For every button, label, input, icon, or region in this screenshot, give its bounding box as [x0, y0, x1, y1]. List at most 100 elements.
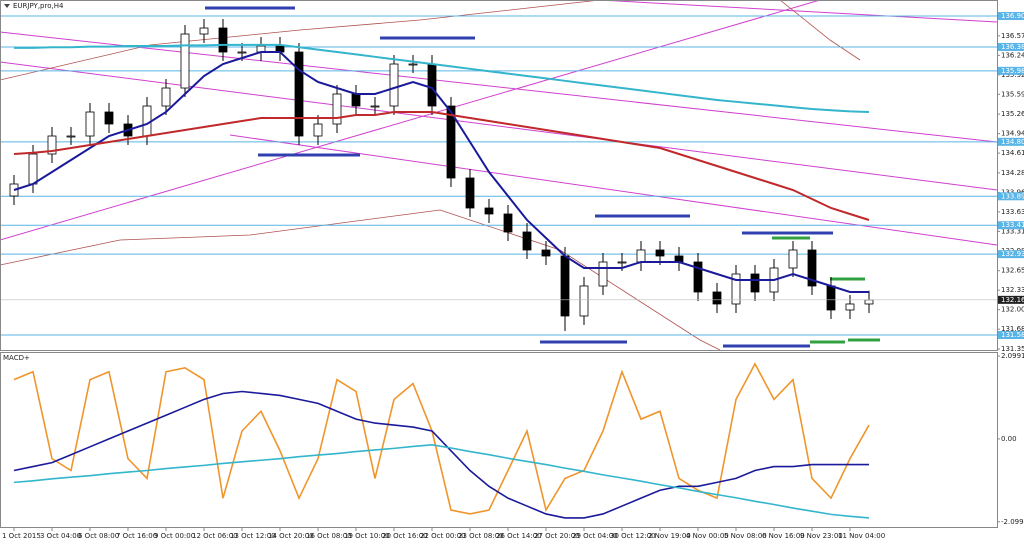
level-box — [998, 331, 1024, 340]
level-label: 135.986 — [1001, 67, 1024, 75]
y-tick-label: 131.350 — [1001, 345, 1024, 353]
level-box — [998, 221, 1024, 230]
candle-body — [579, 285, 589, 317]
series-line — [13, 362, 870, 515]
x-tick-label: 26 Oct 14:00 — [496, 532, 542, 540]
candle-body — [142, 105, 152, 137]
menu-arrow[interactable] — [4, 4, 10, 8]
x-tick-label: 6 Nov 16:00 — [762, 532, 805, 540]
macd-title: MACD+ — [3, 354, 30, 362]
x-tick-label: 12 Oct 06:00 — [192, 532, 238, 540]
candle-body — [712, 291, 722, 305]
y-tick-label: 135.265 — [1001, 110, 1024, 118]
candle-body — [389, 63, 399, 107]
level-box — [998, 12, 1024, 21]
level-box — [998, 137, 1024, 146]
candle-body — [294, 51, 304, 137]
y-tick-label: 136.570 — [1001, 32, 1024, 40]
y-tick-label: 135.595 — [1001, 90, 1024, 98]
x-tick-label: 9 Nov 23:00 — [800, 532, 843, 540]
y-tick-label: 132.005 — [1001, 306, 1024, 314]
x-tick-label: 27 Oct 20:00 — [534, 532, 580, 540]
candle-body — [845, 303, 855, 311]
candle-body — [446, 105, 456, 179]
green-marks — [772, 236, 880, 344]
y-tick-label: 134.940 — [1001, 130, 1024, 138]
x-tick-label: 1 Oct 2015 — [2, 532, 41, 540]
current-price-box — [998, 295, 1024, 304]
current-price-label: 132.169 — [1001, 296, 1024, 304]
candle-body — [161, 87, 171, 107]
trend-line — [599, 0, 998, 23]
candle-body — [85, 111, 95, 137]
level-box — [998, 42, 1024, 51]
candle-body — [28, 153, 38, 185]
candle-body — [370, 105, 380, 108]
candle-body — [218, 27, 228, 53]
candle-body — [655, 249, 665, 257]
candle-body — [313, 123, 323, 137]
x-tick-label: 4 Nov 00:00 — [686, 532, 729, 540]
candle-body — [636, 249, 646, 263]
level-label: 133.413 — [1001, 221, 1024, 229]
x-tick-label: 29 Oct 04:00 — [572, 532, 618, 540]
candle-body — [864, 299, 874, 305]
y-tick-label: -2.0991 — [1001, 518, 1024, 526]
level-label: 134.803 — [1001, 138, 1024, 146]
level-box — [998, 66, 1024, 75]
x-tick-label: 23 Oct 08:00 — [458, 532, 504, 540]
candle-body — [598, 261, 608, 287]
level-label: 136.900 — [1001, 12, 1024, 20]
series-line — [13, 111, 870, 221]
y-tick-label: 136.245 — [1001, 51, 1024, 59]
candle-body — [807, 249, 817, 287]
y-tick-label: 131.680 — [1001, 325, 1024, 333]
candle-body — [180, 33, 190, 89]
y-tick-label: 2.0991 — [1001, 352, 1024, 360]
x-tick-label: 19 Oct 10:00 — [344, 532, 390, 540]
x-tick-label: 20 Oct 16:00 — [382, 532, 428, 540]
candle-body — [826, 285, 836, 311]
x-tick-label: 6 Oct 08:00 — [78, 532, 119, 540]
level-label: 132.931 — [1001, 250, 1024, 258]
candle-body — [351, 93, 361, 107]
trend-line — [0, 0, 821, 241]
candle-body — [750, 273, 760, 293]
candle-body — [731, 273, 741, 305]
candle-body — [693, 261, 703, 293]
candle-body — [408, 63, 418, 66]
x-tick-label: 9 Oct 00:00 — [154, 532, 195, 540]
x-tick-label: 16 Oct 08:00 — [306, 532, 352, 540]
series-line — [13, 51, 869, 293]
series-line — [14, 43, 870, 114]
blue-marks — [205, 6, 833, 348]
x-tick-label: 30 Oct 12:00 — [610, 532, 656, 540]
candle-body — [522, 231, 532, 251]
x-tick-label: 11 Nov 04:00 — [838, 532, 885, 540]
level-label: 136.384 — [1001, 43, 1024, 51]
y-tick-label: 134.285 — [1001, 169, 1024, 177]
candle-body — [237, 51, 247, 54]
chart-title: EURJPY,pro,H4 — [13, 2, 64, 10]
level-label: 133.895 — [1001, 192, 1024, 200]
x-tick-label: 5 Nov 08:00 — [724, 532, 767, 540]
candle-body — [199, 27, 209, 35]
y-tick-label: 134.615 — [1001, 149, 1024, 157]
trend-line — [0, 31, 998, 143]
candle-body — [66, 135, 76, 138]
candle-body — [541, 249, 551, 257]
drawings — [0, 0, 998, 351]
series-line — [13, 390, 869, 519]
trend-line — [229, 134, 998, 246]
candle-body — [47, 135, 57, 155]
y-tick-label: 133.310 — [1001, 227, 1024, 235]
macd-frame — [0, 352, 998, 528]
x-tick-label: 13 Oct 12:00 — [230, 532, 276, 540]
plot: 136.570136.245135.920135.595135.265134.9… — [0, 12, 1024, 540]
candle-body — [427, 63, 437, 107]
x-tick-label: 3 Oct 04:00 — [40, 532, 81, 540]
x-tick-label: 14 Oct 20:00 — [268, 532, 314, 540]
x-tick-label: 22 Oct 00:00 — [420, 532, 466, 540]
candle-body — [484, 207, 494, 215]
